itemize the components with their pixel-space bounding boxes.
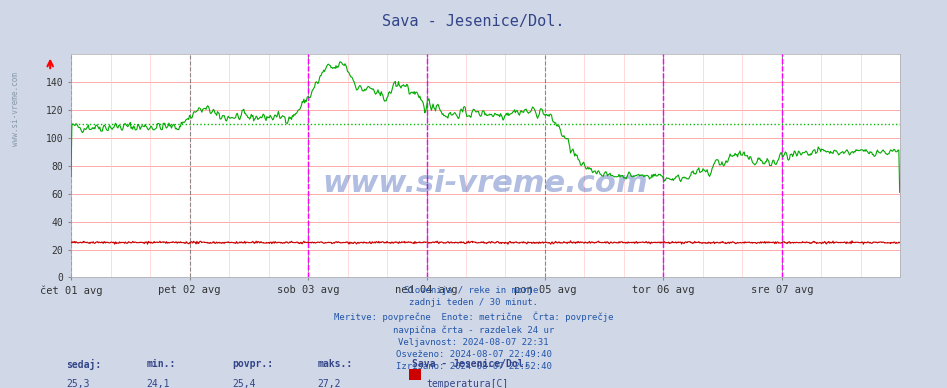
- Text: 24,1: 24,1: [147, 379, 170, 388]
- Text: www.si-vreme.com: www.si-vreme.com: [11, 72, 21, 146]
- Text: Slovenija / reke in morje.
zadnji teden / 30 minut.
Meritve: povprečne  Enote: m: Slovenija / reke in morje. zadnji teden …: [333, 286, 614, 371]
- Text: 25,3: 25,3: [66, 379, 90, 388]
- Text: Sava - Jesenice/Dol.: Sava - Jesenice/Dol.: [383, 14, 564, 29]
- Text: min.:: min.:: [147, 359, 176, 369]
- Text: povpr.:: povpr.:: [232, 359, 273, 369]
- Text: www.si-vreme.com: www.si-vreme.com: [323, 169, 648, 198]
- Text: Sava - Jesenice/Dol.: Sava - Jesenice/Dol.: [412, 359, 529, 369]
- Text: sedaj:: sedaj:: [66, 359, 101, 370]
- Text: maks.:: maks.:: [317, 359, 352, 369]
- Text: temperatura[C]: temperatura[C]: [426, 379, 509, 388]
- Text: 27,2: 27,2: [317, 379, 341, 388]
- Text: 25,4: 25,4: [232, 379, 256, 388]
